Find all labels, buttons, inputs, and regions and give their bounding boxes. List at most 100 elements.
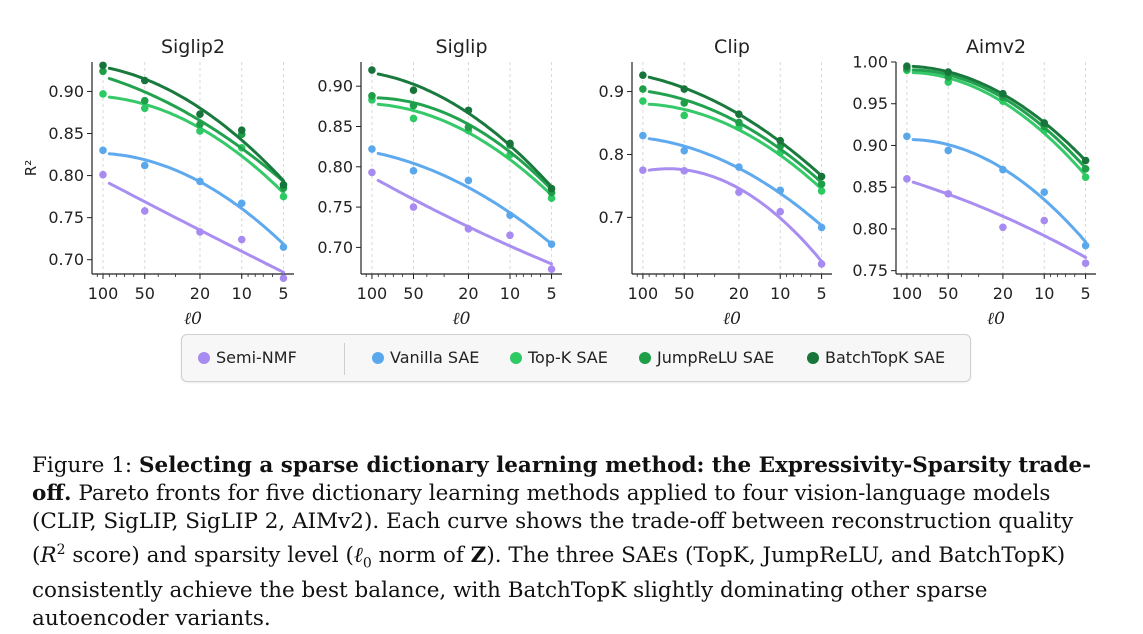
series-curve-semi-nmf	[911, 180, 1088, 259]
data-point	[776, 186, 785, 195]
caption-r-symbol: R	[40, 543, 57, 569]
data-point	[464, 176, 473, 185]
legend-marker-icon	[372, 352, 384, 364]
data-point	[903, 132, 911, 141]
x-tick-label: 10	[500, 284, 520, 303]
data-point	[735, 163, 743, 171]
data-point	[99, 90, 107, 98]
series-curve-jumprelu-sae	[376, 96, 553, 191]
legend-label: Vanilla SAE	[390, 348, 480, 367]
series-curve-top-k-sae	[647, 102, 824, 191]
series-curve-semi-nmf	[647, 167, 824, 263]
data-point	[639, 85, 647, 93]
y-tick-label: 0.85	[852, 178, 888, 197]
y-tick-label: 0.80	[48, 166, 84, 185]
caption-l0-subscript: 0	[362, 555, 372, 572]
data-point	[999, 165, 1007, 174]
legend-item-batchtopk-sae: BatchTopK SAE	[807, 348, 945, 367]
data-point	[409, 167, 418, 175]
data-point	[547, 194, 556, 203]
data-point	[547, 184, 556, 193]
data-point	[639, 131, 647, 140]
data-point	[368, 66, 376, 74]
x-tick-label: 20	[993, 284, 1013, 303]
data-point	[140, 96, 149, 105]
series-curve-batchtopk-sae	[647, 75, 824, 178]
data-point	[140, 104, 149, 113]
data-point	[237, 235, 246, 244]
data-point	[506, 231, 514, 240]
data-point	[140, 76, 149, 85]
y-tick-label: 0.75	[852, 261, 888, 280]
data-point	[368, 92, 376, 100]
data-point	[817, 172, 826, 181]
data-point	[279, 243, 288, 251]
legend: Semi-NMF Vanilla SAE Top-K SAE JumpReLU …	[181, 334, 971, 382]
data-point	[1081, 241, 1090, 250]
data-point	[944, 190, 953, 198]
data-point	[409, 203, 418, 211]
y-tick-label: 0.75	[48, 208, 84, 227]
y-tick-label: 0.75	[317, 198, 353, 217]
data-point	[735, 110, 743, 119]
legend-label: BatchTopK SAE	[825, 348, 946, 367]
legend-item-vanilla-sae: Vanilla SAE	[372, 348, 479, 367]
x-tick-label: 100	[357, 284, 388, 303]
chart-panel-clip: 0.7 0.8 0.9 100 50 20 10 5 Clip ℓ0	[599, 36, 832, 329]
data-point	[999, 89, 1007, 98]
legend-item-semi-nmf: Semi-NMF	[198, 348, 297, 367]
data-point	[99, 67, 107, 76]
data-point	[1081, 165, 1090, 173]
data-point	[944, 68, 953, 76]
x-tick-label: 5	[278, 284, 288, 303]
series-curve-top-k-sae	[107, 95, 285, 195]
x-tick-label: 50	[403, 284, 423, 303]
data-point	[464, 106, 473, 115]
data-point	[99, 61, 107, 70]
chart-title: Aimv2	[966, 36, 1026, 58]
data-point	[196, 110, 204, 118]
x-tick-label: 20	[729, 284, 749, 303]
data-point	[680, 167, 689, 175]
data-point	[1040, 188, 1049, 197]
caption-text: Pareto fronts for five dictionary learni…	[32, 481, 1074, 569]
data-point	[1040, 216, 1049, 225]
data-point	[464, 123, 473, 132]
caption-text: norm of	[371, 543, 471, 569]
data-point	[817, 223, 826, 232]
data-point	[196, 120, 204, 129]
chart-title: Siglip2	[161, 36, 225, 58]
caption-title: Selecting a sparse dictionary learning m…	[32, 453, 1092, 506]
series-curve-semi-nmf	[107, 181, 285, 274]
legend-marker-icon	[639, 352, 651, 364]
x-tick-label: 10	[770, 284, 790, 303]
data-point	[817, 260, 826, 268]
data-point	[817, 180, 826, 188]
caption-z-symbol: Z	[470, 543, 487, 569]
data-point	[140, 207, 149, 215]
data-point	[279, 274, 288, 283]
x-tick-label: 5	[817, 284, 827, 303]
data-point	[99, 170, 107, 179]
data-point	[140, 161, 149, 170]
y-tick-label: 0.80	[317, 157, 353, 176]
y-tick-label: 0.85	[317, 117, 353, 136]
data-point	[1081, 259, 1090, 267]
series-curve-vanilla-sae	[647, 137, 824, 228]
data-point	[1081, 156, 1090, 165]
data-point	[547, 265, 556, 273]
y-tick-label: 0.9	[599, 82, 624, 101]
legend-divider	[344, 343, 345, 375]
legend-label: Semi-NMF	[216, 348, 297, 367]
data-point	[409, 86, 418, 95]
chart-panel-siglip2: 0.70 0.75 0.80 0.85 0.90 100 50 20 10 5 Siglip2 ℓ0 R…	[22, 36, 294, 329]
data-point	[735, 188, 743, 197]
caption-prefix: Figure 1:	[32, 453, 139, 478]
y-tick-label: 0.8	[599, 145, 624, 164]
data-point	[903, 62, 911, 70]
series-curve-jumprelu-sae	[107, 77, 285, 183]
data-point	[409, 114, 418, 123]
data-point	[368, 145, 376, 153]
data-point	[817, 187, 826, 195]
